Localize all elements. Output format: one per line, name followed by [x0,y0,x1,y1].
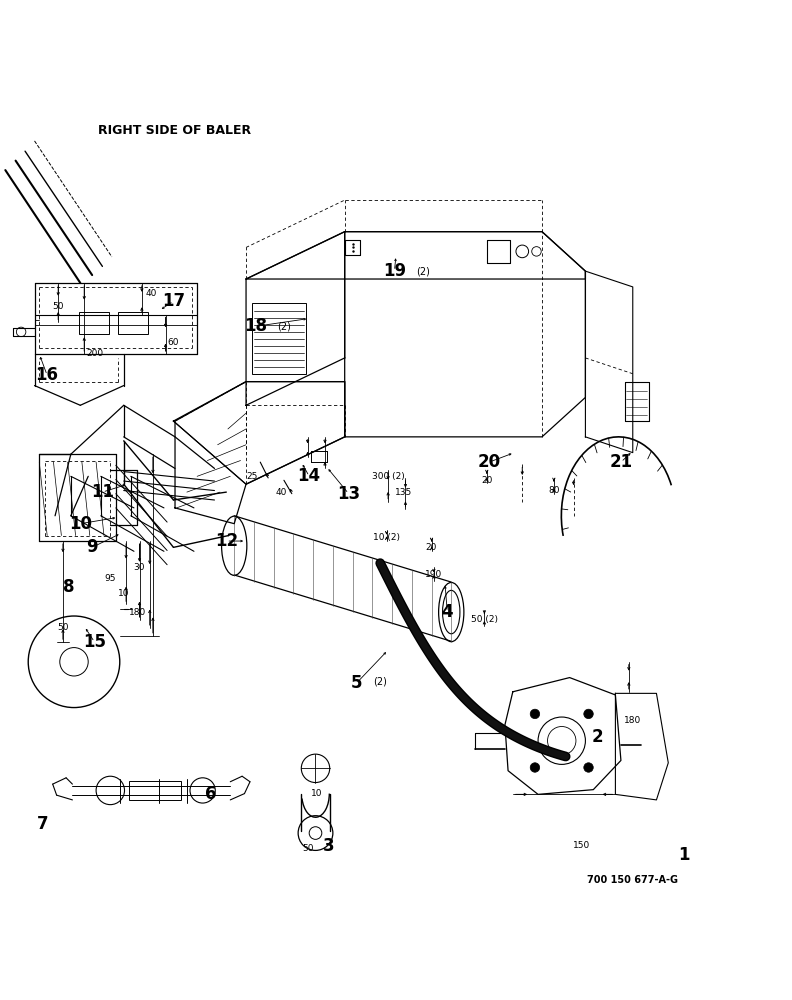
Text: 15: 15 [83,633,106,651]
Text: 9: 9 [86,538,98,556]
Text: 40: 40 [276,488,287,497]
Text: (2): (2) [373,677,387,687]
Text: 7: 7 [36,815,48,833]
Circle shape [530,763,539,772]
Text: 180: 180 [128,608,146,617]
Text: 50: 50 [302,844,314,853]
Text: 2: 2 [592,728,603,746]
Text: 135: 135 [395,488,413,497]
Text: (2): (2) [277,321,291,331]
Text: 190: 190 [425,570,443,579]
Text: 18: 18 [244,317,267,335]
Text: 10: 10 [69,515,92,533]
Text: 30: 30 [134,563,145,572]
Text: 11: 11 [91,483,114,501]
Text: 60: 60 [168,338,179,347]
Text: 50: 50 [57,623,69,632]
Circle shape [584,763,593,772]
Text: 12: 12 [215,532,238,550]
Text: 19: 19 [383,262,406,280]
Bar [129,781,181,800]
Text: 300 (2): 300 (2) [371,472,405,481]
Text: 50 (2): 50 (2) [471,615,498,624]
Text: 50: 50 [52,302,64,311]
Text: 13: 13 [337,485,360,503]
Text: 200: 200 [86,349,103,358]
Text: 21: 21 [609,453,633,471]
Text: 16: 16 [36,366,59,384]
Bar [78,312,109,334]
Text: 5: 5 [351,674,362,692]
Text: 20: 20 [481,476,493,485]
Circle shape [530,709,539,719]
Text: (2): (2) [416,266,430,276]
Text: 4: 4 [441,603,453,621]
Text: 17: 17 [162,292,185,310]
Bar [118,312,148,334]
Text: 10: 10 [311,789,323,798]
Circle shape [584,709,593,719]
Bar [253,303,306,374]
Text: 20: 20 [478,453,501,471]
Text: 180: 180 [624,716,642,725]
Text: 10: 10 [118,589,129,598]
Text: 10 (2): 10 (2) [373,533,400,542]
Text: 14: 14 [298,467,321,485]
Text: 8: 8 [63,578,74,596]
Text: 25: 25 [246,472,258,481]
Text: 40: 40 [146,289,157,298]
Text: 80: 80 [548,486,560,495]
Text: 150: 150 [573,841,590,850]
Text: 1: 1 [678,846,690,864]
Text: RIGHT SIDE OF BALER: RIGHT SIDE OF BALER [98,124,252,137]
Text: 95: 95 [105,574,116,583]
Text: 3: 3 [323,837,335,855]
Text: 6: 6 [205,785,216,803]
Text: 20: 20 [426,543,437,552]
Text: 700 150 677-A-G: 700 150 677-A-G [587,875,678,885]
